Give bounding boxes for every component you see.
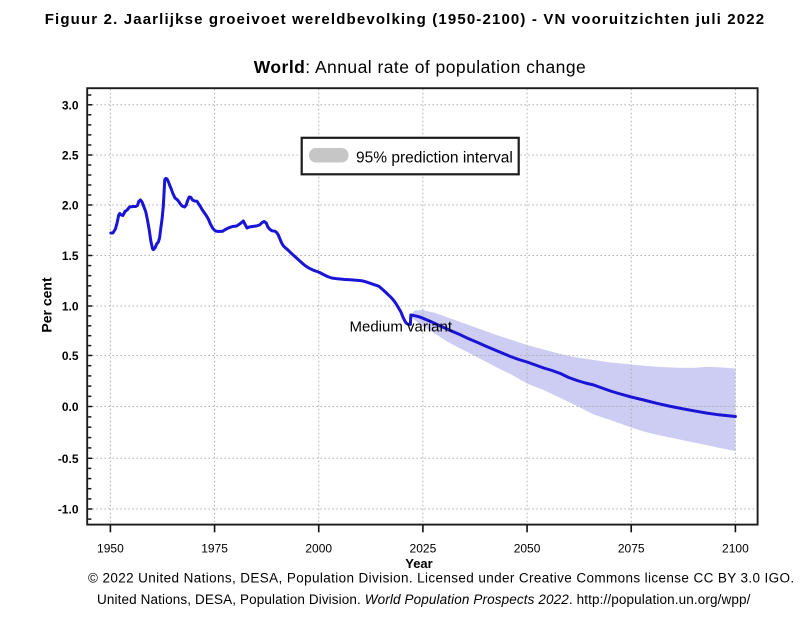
svg-text:Year: Year: [405, 556, 432, 571]
svg-text:2025: 2025: [410, 542, 437, 556]
svg-text:2075: 2075: [618, 542, 645, 556]
svg-text:0.0: 0.0: [62, 400, 79, 414]
svg-text:United Nations, DESA, Populati: United Nations, DESA, Population Divisio…: [97, 592, 751, 607]
svg-text:1975: 1975: [201, 542, 228, 556]
svg-text:World: Annual rate of populati: World: Annual rate of population change: [254, 57, 586, 77]
svg-text:1950: 1950: [97, 542, 124, 556]
svg-text:3.0: 3.0: [62, 99, 79, 113]
svg-text:Per cent: Per cent: [39, 277, 55, 333]
svg-text:-1.0: -1.0: [58, 503, 79, 517]
svg-text:Figuur 2. Jaarlijkse groeivoet: Figuur 2. Jaarlijkse groeivoet wereldbev…: [45, 11, 766, 28]
svg-text:1.0: 1.0: [62, 300, 79, 314]
svg-text:Medium variant: Medium variant: [350, 319, 453, 336]
svg-text:1.5: 1.5: [62, 249, 79, 263]
svg-text:2100: 2100: [722, 542, 749, 556]
svg-text:2.0: 2.0: [62, 199, 79, 213]
svg-text:2.5: 2.5: [62, 149, 79, 163]
svg-text:0.5: 0.5: [62, 349, 79, 363]
svg-text:95% prediction interval: 95% prediction interval: [356, 150, 513, 167]
svg-text:-0.5: -0.5: [58, 452, 79, 466]
svg-text:2000: 2000: [305, 542, 332, 556]
svg-text:© 2022 United Nations, DESA, P: © 2022 United Nations, DESA, Population …: [88, 571, 795, 586]
svg-text:2050: 2050: [514, 542, 541, 556]
